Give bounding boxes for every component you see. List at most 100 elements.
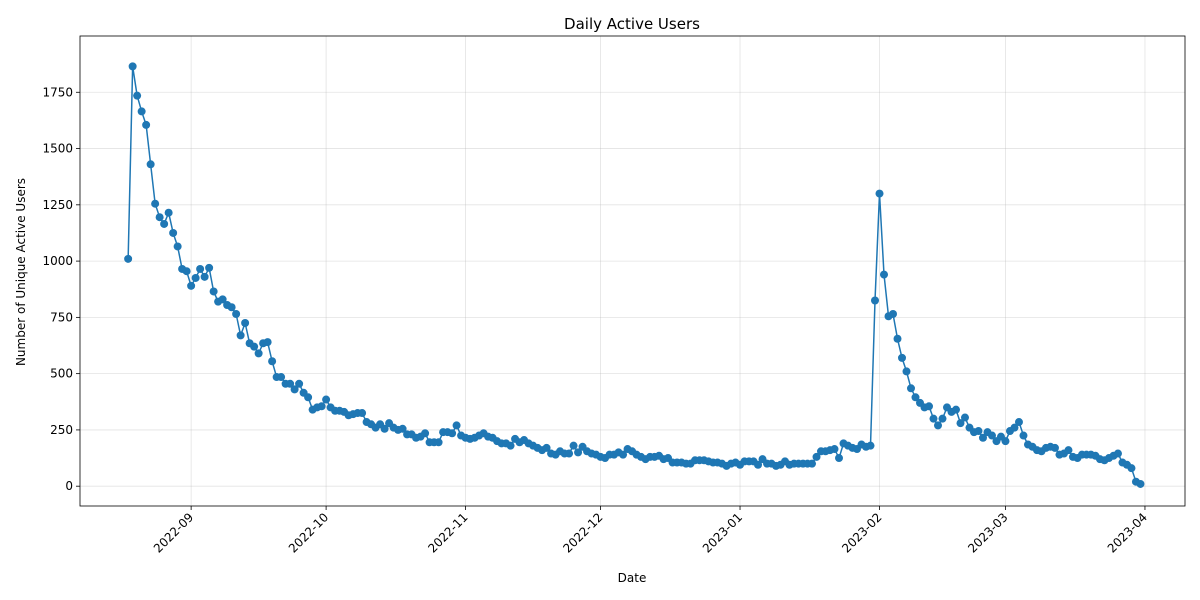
marker bbox=[906, 384, 915, 393]
marker bbox=[232, 309, 241, 318]
marker bbox=[250, 342, 259, 351]
marker bbox=[1050, 443, 1059, 452]
marker bbox=[322, 395, 331, 404]
marker bbox=[866, 441, 875, 450]
marker bbox=[196, 264, 205, 273]
marker bbox=[1113, 449, 1122, 458]
marker bbox=[205, 263, 214, 272]
marker bbox=[380, 424, 389, 433]
marker bbox=[358, 409, 367, 418]
marker bbox=[880, 270, 889, 279]
line bbox=[127, 66, 1141, 485]
marker bbox=[893, 334, 902, 343]
marker bbox=[151, 199, 160, 208]
marker bbox=[191, 273, 200, 282]
marker bbox=[812, 452, 821, 461]
marker bbox=[268, 357, 277, 366]
marker bbox=[187, 281, 196, 290]
marker bbox=[960, 413, 969, 422]
marker bbox=[182, 267, 191, 276]
y-tick-label: 1000 bbox=[42, 254, 73, 268]
marker bbox=[754, 460, 763, 469]
marker bbox=[889, 309, 898, 318]
y-tick-label: 0 bbox=[65, 479, 73, 493]
marker bbox=[277, 373, 286, 382]
y-tick-label: 1750 bbox=[42, 85, 73, 99]
marker bbox=[569, 441, 578, 450]
marker bbox=[254, 349, 263, 358]
x-tick-label: 2023-03 bbox=[965, 510, 1010, 555]
marker bbox=[124, 254, 133, 263]
marker bbox=[938, 414, 947, 423]
x-tick-label: 2023-04 bbox=[1105, 510, 1150, 555]
marker bbox=[619, 450, 628, 459]
marker bbox=[133, 91, 142, 100]
marker bbox=[1001, 437, 1010, 446]
marker bbox=[146, 160, 155, 169]
marker bbox=[902, 367, 911, 376]
marker bbox=[1127, 464, 1136, 473]
marker bbox=[574, 448, 583, 457]
y-axis-label: Number of Unique Active Users bbox=[14, 178, 28, 366]
y-tick-label: 1500 bbox=[42, 142, 73, 156]
marker bbox=[506, 441, 515, 450]
marker bbox=[978, 433, 987, 442]
plot-frame bbox=[79, 35, 1186, 507]
x-tick-label: 2023-02 bbox=[839, 510, 884, 555]
marker bbox=[434, 438, 443, 447]
y-tick-label: 1250 bbox=[42, 198, 73, 212]
marker bbox=[421, 429, 430, 438]
marker bbox=[933, 421, 942, 430]
marker bbox=[951, 405, 960, 414]
marker bbox=[956, 419, 965, 428]
marker bbox=[1010, 423, 1019, 432]
y-tick-label: 250 bbox=[50, 423, 73, 437]
marker bbox=[974, 427, 983, 436]
marker bbox=[911, 393, 920, 402]
marker bbox=[200, 272, 209, 281]
marker bbox=[448, 429, 457, 438]
marker bbox=[875, 189, 884, 198]
marker bbox=[808, 459, 817, 468]
marker bbox=[173, 242, 182, 251]
marker bbox=[1019, 431, 1028, 440]
marker bbox=[209, 287, 218, 296]
marker bbox=[169, 228, 178, 237]
marker bbox=[290, 385, 299, 394]
marker bbox=[155, 213, 164, 222]
marker bbox=[565, 449, 574, 458]
marker bbox=[128, 62, 137, 71]
marker bbox=[871, 296, 880, 305]
marker bbox=[1064, 446, 1073, 455]
marker bbox=[160, 219, 169, 228]
marker bbox=[835, 454, 844, 463]
x-tick-label: 2022-09 bbox=[151, 510, 196, 555]
marker bbox=[227, 303, 236, 312]
marker bbox=[142, 120, 151, 129]
marker bbox=[241, 318, 250, 327]
marker bbox=[317, 402, 326, 411]
marker bbox=[304, 393, 313, 402]
x-tick-label: 2023-01 bbox=[700, 510, 745, 555]
y-tick-label: 500 bbox=[50, 367, 73, 381]
marker bbox=[898, 353, 907, 362]
marker bbox=[286, 379, 295, 388]
marker bbox=[164, 208, 173, 217]
marker bbox=[398, 424, 407, 433]
marker bbox=[830, 445, 839, 454]
marker bbox=[1014, 418, 1023, 427]
marker bbox=[263, 338, 272, 347]
marker bbox=[137, 107, 146, 116]
marker bbox=[452, 421, 461, 430]
marker bbox=[1136, 479, 1145, 488]
x-tick-label: 2022-11 bbox=[425, 510, 470, 555]
chart-title: Daily Active Users bbox=[564, 15, 700, 33]
marker bbox=[542, 443, 551, 452]
marker bbox=[924, 402, 933, 411]
marker bbox=[929, 414, 938, 423]
marker bbox=[218, 295, 227, 304]
x-axis-label: Date bbox=[618, 571, 647, 585]
x-tick-label: 2022-12 bbox=[560, 510, 605, 555]
marker bbox=[987, 431, 996, 440]
